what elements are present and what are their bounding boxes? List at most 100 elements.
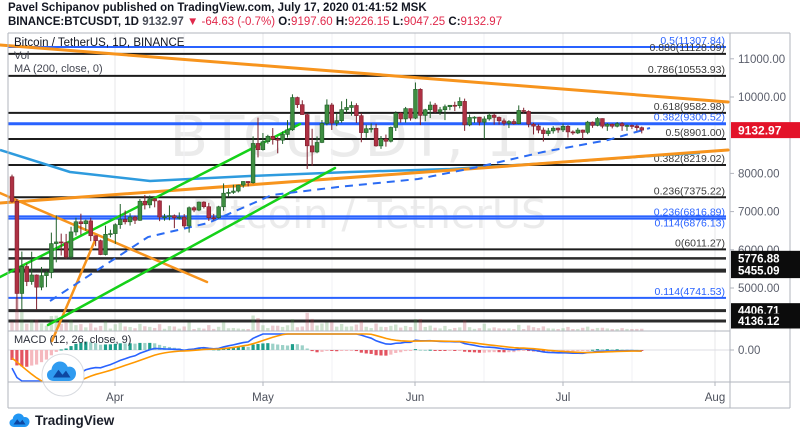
candle: [413, 89, 418, 119]
candle: [388, 127, 394, 142]
candle: [600, 118, 605, 127]
volume-bar: [536, 328, 541, 331]
macd-histogram-bar: [25, 350, 29, 367]
macd-histogram-bar: [522, 350, 526, 351]
volume-bar: [256, 318, 260, 331]
volume-bar: [379, 326, 383, 331]
macd-signal-line: [11, 333, 642, 382]
macd-histogram-bar: [271, 343, 275, 350]
candle: [250, 143, 256, 184]
macd-histogram-bar: [20, 350, 24, 367]
volume-bar: [364, 326, 368, 331]
publish-info: Pavel Schipanov published on TradingView…: [8, 2, 427, 14]
legend-volume[interactable]: Vol: [14, 50, 30, 62]
volume-bar: [433, 327, 437, 331]
volume-bar: [202, 328, 206, 331]
svg-text:7000.00: 7000.00: [738, 207, 780, 219]
volume-bar: [492, 327, 496, 331]
volume-bar: [44, 325, 49, 331]
volume-bar: [576, 328, 580, 331]
macd-histogram-bar: [586, 350, 590, 351]
macd-histogram-bar: [217, 349, 221, 351]
candle: [555, 127, 561, 131]
macd-histogram-bar: [320, 350, 324, 352]
candle: [54, 241, 59, 244]
macd-histogram-bar: [113, 343, 117, 350]
legend-ma[interactable]: MA (200, close, 0): [14, 63, 103, 75]
volume-bar: [143, 326, 147, 331]
candle: [541, 129, 546, 134]
svg-text:0.114(4741.53): 0.114(4741.53): [655, 286, 725, 298]
wedge-upper-orange[interactable]: [0, 43, 730, 104]
candle: [58, 241, 64, 244]
tradingview-logo[interactable]: TradingView: [9, 412, 114, 428]
volume-bar: [462, 320, 467, 331]
volume-bar: [216, 326, 221, 331]
macd-histogram-bar: [74, 343, 78, 350]
volume-bar: [556, 329, 560, 331]
volume-bar: [39, 323, 44, 331]
legend-symbol[interactable]: Bitcoin / TetherUS, 1D, BINANCE: [14, 37, 185, 49]
volume-bar: [413, 319, 418, 331]
candle: [29, 274, 34, 282]
volume-bar: [423, 326, 427, 331]
macd-histogram-bar: [49, 350, 53, 356]
dashed-trendline[interactable]: [49, 127, 651, 302]
volume-bar: [29, 320, 34, 331]
symbol-name: BINANCE:BTCUSDT, 1D: [8, 16, 139, 28]
candle: [477, 116, 482, 123]
macd-histogram-bar: [620, 349, 624, 351]
wedge-lower-orange[interactable]: [0, 148, 730, 205]
macd-histogram-bar: [10, 350, 14, 360]
candle: [270, 135, 275, 140]
macd-histogram-bar: [84, 341, 88, 350]
svg-text:0.236(7375.22): 0.236(7375.22): [654, 185, 725, 197]
macd-histogram-bar: [128, 343, 132, 350]
candle: [236, 184, 241, 192]
candle: [157, 200, 162, 218]
volume-bar: [226, 328, 231, 331]
pennant-pole-orange[interactable]: [50, 236, 98, 343]
macd-histogram-bar: [546, 350, 550, 353]
volume-bar: [290, 319, 295, 331]
volume-bar: [398, 327, 403, 331]
macd-histogram-bar: [600, 349, 604, 351]
volume-bar: [408, 327, 413, 331]
volume-bar: [212, 328, 216, 331]
candle: [432, 104, 438, 112]
candle: [619, 123, 625, 127]
macd-histogram-bar: [44, 350, 49, 360]
volume-bar: [177, 328, 181, 331]
volume-bar: [339, 323, 344, 331]
channel-lower-green[interactable]: [46, 166, 337, 327]
volume-bar: [310, 318, 314, 331]
candle: [605, 123, 610, 127]
candle: [167, 215, 172, 218]
tradingview-wordmark: TradingView: [35, 412, 115, 428]
volume-bar: [167, 326, 172, 331]
candle: [24, 266, 29, 282]
volume-bar: [138, 323, 142, 331]
volume-bar: [551, 328, 555, 331]
macd-histogram-bar: [103, 344, 108, 350]
macd-histogram-bar: [344, 350, 349, 351]
svg-text:Aug: Aug: [705, 392, 725, 404]
macd-histogram-bar: [512, 350, 516, 353]
macd-histogram-bar: [261, 343, 265, 350]
macd-histogram-bar: [507, 350, 511, 353]
volume-bar: [497, 328, 501, 331]
svg-text:MACD (12, 26, close, 9): MACD (12, 26, close, 9): [14, 334, 131, 346]
svg-text:0.382(9300.52): 0.382(9300.52): [654, 112, 725, 124]
candle: [408, 108, 413, 119]
candle: [118, 219, 123, 226]
candle: [196, 201, 202, 211]
candle: [560, 126, 566, 131]
svg-text:6000.00: 6000.00: [738, 245, 780, 257]
volume-bar: [477, 328, 482, 331]
volume-bar: [344, 326, 349, 331]
svg-text:0.00: 0.00: [738, 345, 760, 357]
volume-bar: [34, 319, 39, 331]
candle: [172, 215, 177, 219]
macd-histogram-bar: [143, 342, 147, 350]
